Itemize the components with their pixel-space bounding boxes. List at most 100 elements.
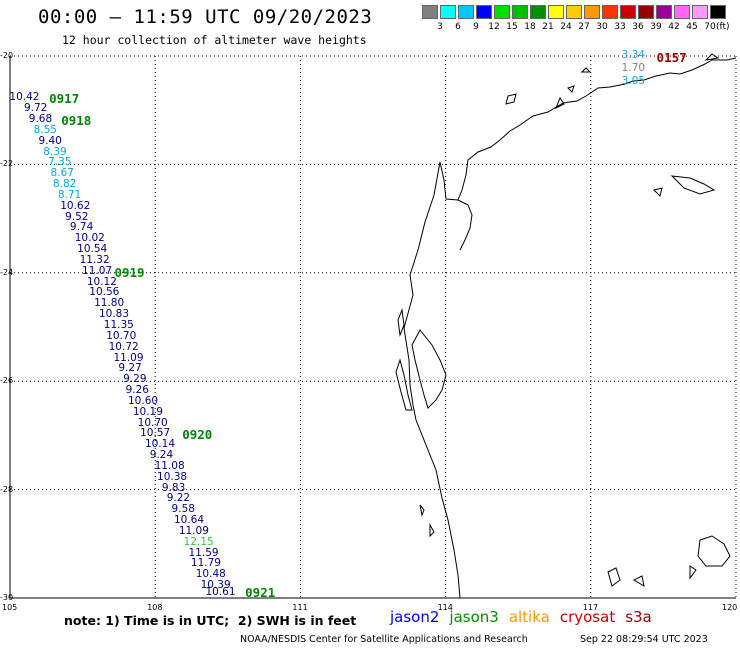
scale-swatch	[458, 5, 474, 19]
swh-value: 11.07	[82, 264, 113, 277]
time-label: 0920	[182, 427, 213, 443]
scale-swatch	[638, 5, 654, 19]
time-label: 0919	[114, 264, 145, 280]
north-island-c	[567, 85, 575, 93]
swh-value: 8.82	[52, 178, 77, 191]
scale-swatch	[512, 5, 528, 19]
swh-value: 9.22	[166, 492, 191, 505]
swh-value: 11.32	[79, 253, 110, 266]
scale-swatch	[656, 5, 672, 19]
north-island-b	[555, 96, 565, 110]
swh-value: 9.68	[28, 113, 53, 126]
swh-value: 10.14	[144, 438, 175, 451]
time-label: 0157	[656, 50, 687, 65]
swh-value: 8.39	[43, 145, 67, 158]
swh-value: 8.71	[57, 188, 82, 201]
satellite-legend: jason2 jason3 altika cryosat s3a	[390, 608, 662, 626]
latitude-label: -30	[0, 593, 14, 602]
scale-tick-label: 36	[632, 22, 644, 32]
inland-lake-a	[697, 535, 731, 567]
swh-value: 8.55	[33, 123, 57, 136]
shark-bay-peninsula	[411, 329, 447, 409]
swh-value: 8.67	[50, 167, 74, 180]
longitude-label: 114	[437, 603, 453, 612]
latitude-label: -28	[0, 484, 14, 494]
scale-swatch	[530, 5, 546, 19]
chart-subtitle: 12 hour collection of altimeter wave hei…	[62, 33, 367, 47]
latitude-label: -20	[0, 51, 14, 60]
time-label: 0917	[49, 91, 80, 107]
swh-value: 11.08	[154, 459, 185, 472]
exmouth-gulf-coast	[457, 199, 473, 251]
dirk-hartog-island	[395, 358, 413, 411]
swh-value: 10.57	[140, 427, 171, 440]
swh-value: 10.19	[132, 405, 163, 418]
scale-swatch	[494, 5, 510, 19]
scale-swatch	[584, 5, 600, 19]
scale-tick-label: 24	[560, 22, 572, 32]
scale-swatch	[710, 5, 726, 19]
swh-value: 10.38	[157, 470, 188, 483]
scale-tick-label: 12	[488, 22, 500, 32]
north-island-d	[580, 67, 592, 73]
longitude-label: 111	[292, 603, 308, 612]
scale-tick-label: 45	[686, 22, 698, 32]
legend-item-jason3: jason3	[449, 608, 499, 626]
swh-value: 10.48	[195, 568, 226, 581]
scale-tick-label: 70	[704, 22, 716, 32]
legend-item-jason2: jason2	[390, 608, 440, 626]
swh-value: 10.83	[98, 308, 130, 321]
swh-value: 10.64	[173, 514, 205, 527]
swh-value: 10.61	[205, 586, 236, 598]
scale-swatch	[440, 5, 456, 19]
swh-value: 9.72	[23, 102, 48, 115]
latitude-label: -26	[0, 376, 14, 386]
north-island-a	[505, 93, 517, 105]
swh-value: 12.15	[183, 535, 214, 548]
legend-item-cryosat: cryosat	[559, 608, 616, 626]
swh-value: 11.79	[190, 557, 221, 570]
lake-mackay-a	[670, 175, 716, 195]
swh-value: 10.42	[9, 91, 40, 104]
swh-value: 10.70	[106, 329, 137, 342]
swh-value: 9.52	[65, 210, 89, 223]
swh-value: 10.54	[77, 243, 108, 256]
swh-value: 3.34	[621, 49, 646, 61]
scale-tick-label: 9	[473, 22, 479, 32]
swh-value: 9.58	[171, 503, 195, 516]
swh-value: 1.70	[621, 61, 646, 74]
swh-value: 7.35	[48, 156, 72, 169]
scale-tick-label: 3	[437, 22, 443, 32]
scale-unit: (ft)	[716, 22, 730, 32]
houtman-abrolhos-b	[429, 523, 435, 538]
mainland-coastline	[403, 57, 737, 599]
swh-value: 11.09	[113, 351, 144, 364]
inland-lake-d	[632, 575, 645, 588]
bernier-island	[397, 308, 405, 337]
swh-value: 10.70	[137, 416, 168, 429]
scale-tick-label: 18	[524, 22, 536, 32]
swh-value: 10.60	[128, 394, 159, 407]
scale-tick-label: 15	[506, 22, 518, 32]
map-frame	[9, 56, 736, 599]
gridlines	[10, 55, 737, 598]
swh-value: 11.09	[178, 524, 209, 537]
top-right-island	[704, 53, 720, 61]
swh-value: 9.74	[69, 221, 94, 234]
scale-tick-label: 42	[668, 22, 680, 32]
scale-swatch	[674, 5, 690, 19]
scale-tick-label: 27	[578, 22, 590, 32]
time-label: 0918	[61, 113, 92, 129]
footer-timestamp: Sep 22 08:29:54 UTC 2023	[580, 634, 708, 645]
scale-tick-label: 21	[542, 22, 554, 32]
chart-title: 00:00 – 11:59 UTC 09/20/2023	[38, 6, 373, 28]
swh-value: 10.72	[108, 340, 139, 353]
western-australia-coastline	[395, 53, 737, 599]
swh-value: 11.59	[188, 546, 219, 559]
inland-lake-c	[607, 567, 621, 587]
footer-agency: NOAA/NESDIS Center for Satellite Applica…	[240, 634, 528, 645]
longitude-label: 108	[147, 603, 163, 612]
swh-value: 10.12	[86, 275, 117, 288]
scale-swatch	[692, 5, 708, 19]
